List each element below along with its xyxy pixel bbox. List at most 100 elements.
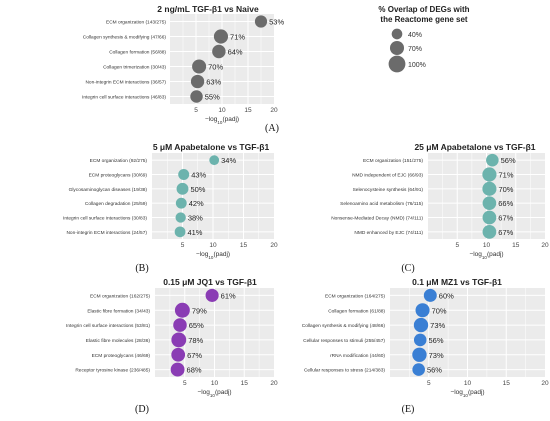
- category-label: Cellular responses to stress (214/383): [304, 368, 385, 374]
- data-label: 68%: [187, 366, 202, 375]
- data-point: [412, 363, 425, 376]
- category-label: ECM organization (162/275): [90, 293, 150, 299]
- legend-symbol: [389, 40, 405, 56]
- data-label: 34%: [221, 156, 236, 165]
- data-point: [482, 210, 497, 225]
- data-point: [413, 333, 427, 347]
- category-label: Receptor tyrosine kinase (236/485): [75, 368, 150, 374]
- x-tick-label: 20: [541, 380, 549, 387]
- x-tick-label: 15: [512, 242, 520, 249]
- chart-title: 0.1 μM MZ1 vs TGF-β1: [412, 277, 502, 287]
- category-label: Integrin cell surface interactions (30/8…: [63, 216, 147, 222]
- panel-c: 25 μM Apabetalone vs TGF-β1 ECM organizat…: [331, 142, 549, 274]
- data-label: 79%: [192, 306, 207, 315]
- data-point: [205, 288, 219, 302]
- data-point: [482, 167, 497, 182]
- category-label: Collagen degradation (25/59): [85, 201, 148, 207]
- category-label: Cellular responses to stimuli (255/457): [303, 338, 385, 344]
- data-point: [254, 15, 268, 28]
- data-point: [170, 362, 185, 377]
- legend-symbol: [391, 28, 403, 40]
- x-axis-label: −log10(padj): [205, 116, 239, 125]
- legend-title: the Reactome gene set: [380, 15, 467, 24]
- data-label: 73%: [429, 351, 444, 360]
- x-tick-label: 5: [427, 380, 431, 387]
- category-label: ECM organization (151/275): [363, 158, 423, 164]
- x-tick-label: 20: [541, 242, 549, 249]
- chart-title: 2 ng/mL TGF-β1 vs Naive: [157, 4, 259, 14]
- data-point: [175, 212, 186, 223]
- data-point: [482, 224, 497, 239]
- category-label: Selenocysteine synthesis (64/91): [353, 187, 424, 193]
- data-point: [178, 168, 190, 181]
- data-point: [486, 153, 499, 167]
- x-axis-label: −log10(padj): [469, 251, 503, 260]
- data-label: 67%: [187, 351, 202, 360]
- data-point: [190, 90, 203, 103]
- x-tick-label: 5: [181, 242, 185, 249]
- category-label: ECM proteoglycans (46/69): [92, 353, 151, 359]
- data-label: 56%: [427, 366, 442, 375]
- chart-title: 25 μM Apabetalone vs TGF-β1: [414, 142, 535, 152]
- data-point: [176, 182, 189, 195]
- category-label: Integrin cell surface interactions (46/8…: [82, 95, 166, 101]
- data-point: [171, 332, 187, 348]
- panel-label: (E): [402, 404, 415, 415]
- category-label: ECM proteoglycans (30/69): [89, 173, 148, 179]
- category-label: Collagen formation (56/88): [109, 50, 166, 56]
- category-label: Collagen formation (61/88): [328, 308, 385, 314]
- category-label: Non-integrin ECM interactions (24/57): [66, 230, 147, 236]
- panel-label: (B): [135, 263, 148, 274]
- data-label: 42%: [189, 199, 204, 208]
- data-point: [171, 347, 186, 362]
- category-label: Integrin cell surface interactions (53/8…: [66, 323, 150, 329]
- legend-symbol: [388, 55, 406, 73]
- data-label: 71%: [230, 33, 245, 42]
- category-label: Non-integrin ECM interactions (36/57): [85, 80, 166, 86]
- data-label: 56%: [429, 336, 444, 345]
- category-label: NMD independent of EJC (66/93): [352, 173, 423, 179]
- category-label: Collagen trimerization (30/43): [103, 65, 166, 71]
- panel-label: (C): [401, 263, 414, 274]
- data-label: 55%: [205, 93, 220, 102]
- x-tick-label: 20: [270, 380, 278, 387]
- x-tick-label: 5: [455, 242, 459, 249]
- data-label: 66%: [498, 199, 513, 208]
- x-tick-label: 10: [209, 242, 217, 249]
- data-label: 63%: [206, 78, 221, 87]
- panel-label: (A): [265, 123, 279, 134]
- x-tick-label: 10: [211, 380, 219, 387]
- x-tick-label: 15: [244, 107, 252, 114]
- data-label: 71%: [499, 171, 514, 180]
- x-tick-label: 5: [194, 107, 198, 114]
- x-axis-label: −log10(padj): [197, 389, 231, 398]
- data-point: [482, 181, 497, 196]
- x-tick-label: 10: [464, 380, 472, 387]
- data-label: 64%: [228, 48, 243, 57]
- data-point: [173, 318, 187, 332]
- category-label: Glycosaminoglycan diseases (19/38): [69, 187, 148, 193]
- data-label: 38%: [188, 214, 203, 223]
- data-label: 67%: [498, 228, 513, 237]
- data-label: 41%: [187, 228, 202, 237]
- data-label: 61%: [221, 291, 236, 300]
- data-label: 73%: [430, 321, 445, 330]
- data-point: [192, 59, 207, 74]
- x-tick-label: 10: [218, 107, 226, 114]
- category-label: Collagen synthesis & modifying (47/66): [83, 35, 167, 41]
- data-label: 56%: [501, 156, 516, 165]
- x-tick-label: 5: [183, 380, 187, 387]
- data-point: [190, 74, 205, 89]
- category-label: ECM organization (143/275): [106, 20, 166, 26]
- category-label: Elastic fibre molecules (28/36): [86, 338, 151, 344]
- data-point: [174, 226, 186, 238]
- legend-title: % Overlap of DEGs with: [378, 5, 469, 14]
- data-point: [175, 197, 187, 209]
- panel-a: 2 ng/mL TGF-β1 vs Naive ECM organization …: [82, 4, 284, 134]
- panel-label: (D): [135, 404, 149, 415]
- data-label: 60%: [439, 291, 454, 300]
- x-tick-label: 15: [503, 380, 511, 387]
- data-label: 67%: [498, 214, 513, 223]
- x-tick-label: 20: [270, 107, 278, 114]
- x-tick-label: 15: [240, 242, 248, 249]
